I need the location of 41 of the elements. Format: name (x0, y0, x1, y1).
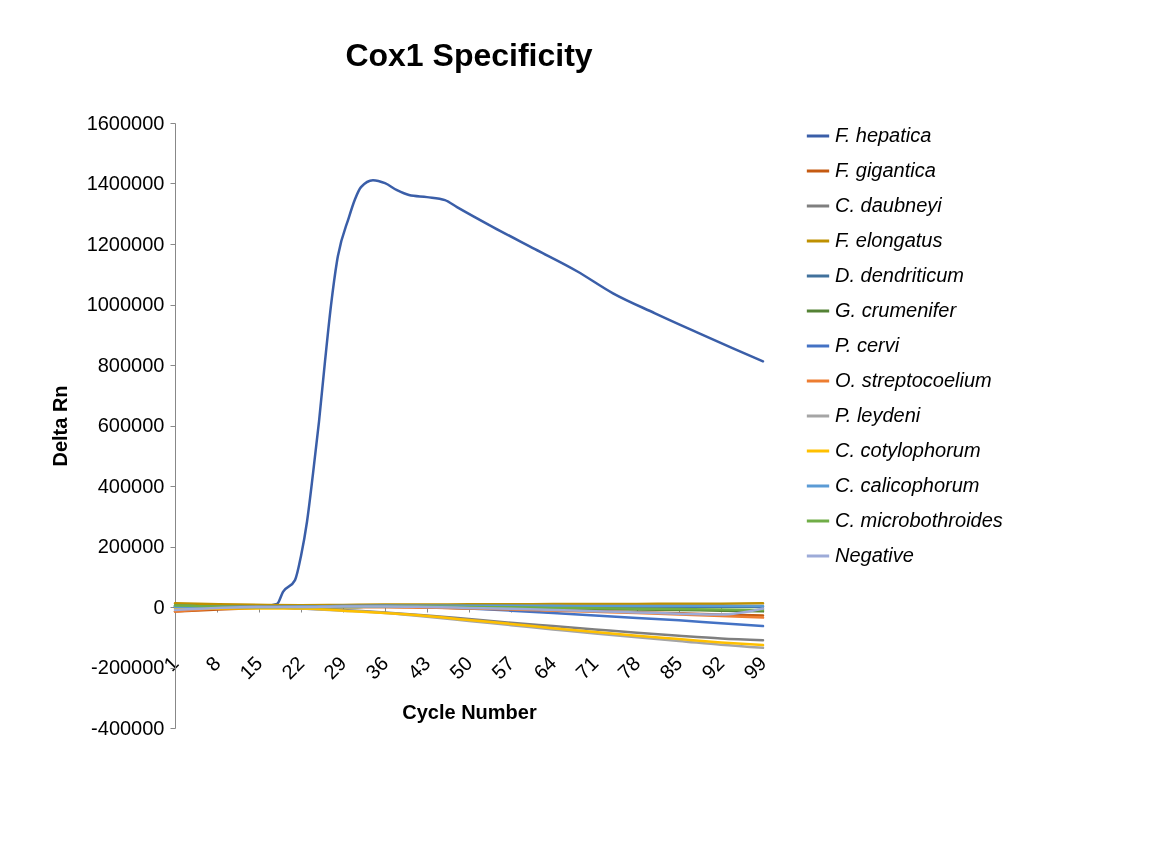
x-tick-label: 29 (319, 652, 351, 684)
y-tick-label: 200000 (97, 535, 165, 557)
legend-label: P. cervi (835, 334, 900, 356)
legend-label: C. calicophorum (835, 474, 980, 496)
y-tick-label: 400000 (97, 474, 165, 497)
legend-label: C. daubneyi (835, 194, 943, 216)
x-tick-label: 78 (613, 652, 645, 684)
y-tick-label: 1600000 (86, 111, 165, 134)
legend-label: Negative (835, 544, 914, 566)
x-tick-label: 57 (487, 652, 519, 684)
x-tick-label: 15 (235, 652, 267, 684)
y-tick-label: -200000 (91, 656, 165, 678)
y-tick-label: -400000 (91, 716, 165, 739)
legend-label: C. microbothroides (835, 509, 1003, 531)
y-tick-label: 1000000 (86, 293, 165, 315)
chart-title: Cox1 Specificity (345, 37, 593, 73)
x-tick-label: 92 (697, 652, 729, 684)
x-axis-title: Cycle Number (402, 701, 537, 724)
legend-label: O. streptocoelium (835, 369, 992, 391)
x-tick-label: 64 (529, 652, 561, 684)
legend-label: C. cotylophorum (835, 439, 981, 461)
x-tick-label: 8 (201, 652, 225, 676)
legend-label: F. elongatus (835, 229, 943, 251)
legend-label: F. hepatica (835, 124, 932, 146)
y-tick-label: 0 (153, 595, 165, 618)
x-tick-label: 50 (445, 652, 477, 684)
y-tick-label: 1200000 (86, 232, 165, 255)
y-axis-title: Delta Rn (48, 385, 71, 467)
legend-label: P. leydeni (835, 404, 921, 426)
legend-label: F. gigantica (835, 159, 936, 181)
y-tick-label: 600000 (97, 414, 165, 436)
x-tick-label: 99 (739, 652, 771, 684)
x-tick-label: 43 (403, 652, 435, 684)
legend-label: D. dendriticum (835, 264, 964, 286)
x-tick-label: 22 (277, 652, 309, 684)
x-tick-label: 71 (571, 652, 603, 684)
x-tick-label: 36 (361, 652, 393, 684)
x-tick-label: 85 (655, 652, 687, 684)
y-tick-label: 800000 (97, 353, 165, 376)
y-tick-label: 1400000 (86, 172, 165, 194)
legend-label: G. crumenifer (835, 299, 958, 321)
